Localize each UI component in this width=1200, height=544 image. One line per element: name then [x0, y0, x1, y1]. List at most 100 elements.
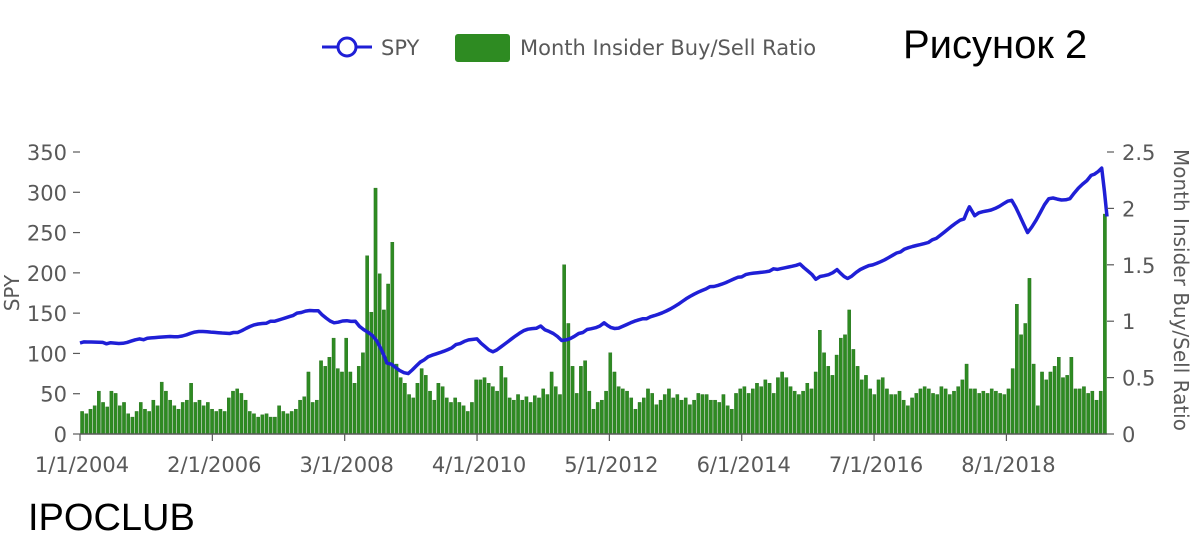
ratio-bar: [562, 264, 566, 435]
ratio-bar: [365, 255, 369, 435]
ratio-bar: [813, 371, 818, 435]
ratio-bar: [671, 397, 675, 435]
ratio-bar: [310, 402, 315, 435]
ratio-bar: [956, 386, 960, 435]
ratio-bar: [344, 337, 348, 435]
ratio-bar: [587, 390, 592, 435]
ratio-bar: [1019, 334, 1023, 435]
ratio-bar: [323, 366, 328, 435]
ratio-bar: [453, 397, 457, 435]
ratio-bar: [642, 397, 646, 435]
x-tick-label: 3/1/2008: [300, 453, 394, 477]
ratio-bar: [1052, 366, 1057, 435]
ratio-bar: [1023, 323, 1028, 435]
ratio-bar: [675, 394, 680, 435]
ratio-bar: [218, 408, 223, 435]
legend-spy-marker: [336, 36, 358, 58]
ratio-bar: [277, 405, 281, 435]
ratio-bar: [424, 375, 428, 435]
ratio-bar: [537, 397, 541, 435]
ratio-bar: [922, 386, 927, 435]
ratio-bar: [289, 411, 294, 435]
ratio-bar: [952, 390, 956, 435]
ratio-bar: [751, 388, 755, 435]
ratio-bar: [105, 406, 110, 435]
ratio-bar: [855, 366, 860, 435]
ratio-bar: [1031, 363, 1036, 435]
ratio-bar: [235, 388, 239, 435]
ratio-bar: [206, 402, 210, 435]
x-tick-label: 4/1/2010: [432, 453, 526, 477]
spy-line: [79, 166, 1109, 376]
ratio-bar: [784, 377, 789, 435]
ratio-bar: [348, 371, 353, 435]
ratio-bar: [197, 399, 202, 435]
figure-label: Рисунок 2: [903, 23, 1087, 67]
ratio-bar: [227, 397, 231, 435]
ratio-bar: [637, 402, 642, 435]
ratio-bar: [742, 386, 747, 435]
ratio-bar: [168, 399, 172, 435]
ratio-bar: [377, 273, 382, 435]
ratio-bar: [541, 388, 545, 435]
ratio-bar: [704, 394, 709, 435]
ratio-bar: [164, 390, 168, 435]
ratio-bar: [415, 383, 420, 435]
ratio-bar: [700, 394, 705, 435]
ratio-bar: [801, 390, 805, 435]
y-right-tick-label: 0.5: [1122, 367, 1155, 391]
legend-ratio-label: Month Insider Buy/Sell Ratio: [520, 36, 816, 60]
ratio-bar: [491, 386, 495, 435]
y-right-axis-title: Month Insider Buy/Sell Ratio: [1169, 149, 1193, 431]
y-left-tick-label: 50: [40, 383, 67, 407]
ratio-bar: [809, 388, 814, 435]
x-tick-label: 7/1/2016: [829, 453, 923, 477]
y-right-ticks: 0 0.5 1 1.5 2 2.5: [1107, 141, 1155, 447]
ratio-bar: [222, 411, 227, 435]
y-left-axis-title: SPY: [0, 274, 24, 311]
legend: SPY Month Insider Buy/Sell Ratio: [322, 34, 816, 62]
ratio-bar: [298, 399, 302, 435]
ratio-bar: [780, 371, 784, 435]
ratio-bar: [579, 366, 583, 435]
ratio-bar: [629, 397, 634, 435]
ratio-bar: [1048, 371, 1053, 435]
ratio-bar: [507, 397, 512, 435]
ratio-bar: [214, 411, 219, 435]
ratio-bar: [771, 393, 776, 435]
x-tick-label: 8/1/2018: [961, 453, 1055, 477]
ratio-bar: [361, 352, 365, 435]
ratio-bar: [822, 352, 826, 435]
ratio-bar: [981, 390, 986, 435]
ratio-bar: [688, 404, 692, 435]
ratio-bar: [315, 399, 319, 435]
ratio-bar: [830, 375, 835, 435]
ratio-bar: [1065, 375, 1069, 435]
ratio-bar: [285, 413, 290, 435]
ratio-bar: [461, 405, 466, 435]
ratio-bar: [356, 366, 361, 435]
ratio-bar: [893, 394, 898, 435]
ratio-bar: [738, 388, 743, 435]
ratio-bar: [658, 399, 663, 435]
ratio-bar: [843, 334, 847, 435]
ratio-bar: [243, 399, 248, 435]
ratio-bar: [717, 402, 722, 435]
ratio-bar: [889, 394, 893, 435]
ratio-bar: [478, 379, 483, 435]
ratio-bar: [985, 393, 990, 435]
ratio-bar: [101, 402, 105, 435]
ratio-bar: [1044, 379, 1049, 435]
ratio-bar: [847, 309, 851, 435]
ratio-bar: [818, 330, 822, 435]
ratio-bar: [788, 386, 793, 435]
ratio-bar: [533, 395, 537, 435]
ratio-bar: [692, 399, 696, 435]
ratio-bar: [839, 337, 843, 435]
ratio-bar: [352, 383, 357, 435]
ratio-bar: [948, 394, 952, 435]
x-tick-label: 5/1/2012: [564, 453, 658, 477]
ratio-bar: [118, 405, 122, 435]
ratio-bar: [512, 399, 516, 435]
ratio-bar: [927, 388, 931, 435]
